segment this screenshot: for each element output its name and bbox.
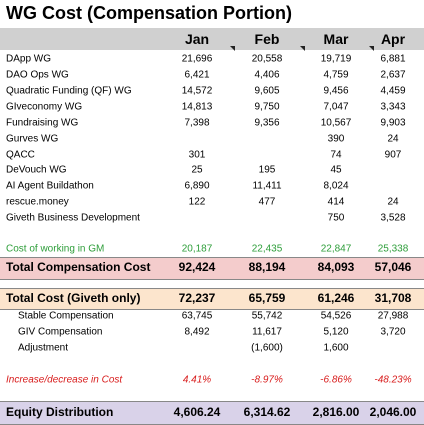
- cell-value: 14,572: [181, 85, 213, 97]
- cell-value: 65,759: [248, 291, 286, 305]
- cell-value: 22,435: [251, 243, 283, 255]
- cell-value: 4,459: [380, 85, 406, 97]
- cell-value: 2,637: [380, 69, 406, 81]
- total-comp-band: [0, 257, 424, 280]
- cell-value: 3,343: [380, 101, 406, 113]
- cell-value: 6,881: [380, 53, 406, 65]
- row-label: Adjustment: [18, 342, 69, 354]
- cell-value: 6,421: [184, 69, 210, 81]
- total-cost-band: [0, 288, 424, 310]
- cell-value: 477: [258, 196, 276, 208]
- row-label: DApp WG: [6, 53, 52, 65]
- cell-value: 3,528: [380, 212, 406, 224]
- cell-value: 22,847: [320, 243, 352, 255]
- cell-value: 4.41%: [182, 374, 212, 386]
- row-label: DeVouch WG: [6, 164, 67, 176]
- cell-value: 3,720: [380, 326, 406, 338]
- row-label: AI Agent Buildathon: [6, 180, 94, 192]
- cell-value: 74: [330, 149, 342, 161]
- row-label: rescue.money: [6, 196, 69, 208]
- row-label: Quadratic Funding (QF) WG: [6, 85, 132, 97]
- row-label: GIveconomy WG: [6, 101, 83, 113]
- cell-value: 24: [387, 133, 399, 145]
- cell-value: 9,903: [380, 117, 406, 129]
- cell-value: 750: [327, 212, 345, 224]
- cell-value: -6.86%: [320, 374, 352, 386]
- row-label: Total Compensation Cost: [6, 260, 151, 274]
- comment-marker: [230, 46, 235, 51]
- cell-value: 8,024: [323, 180, 349, 192]
- cell-value: 11,411: [252, 180, 282, 192]
- cell-value: 4,406: [254, 69, 280, 81]
- cell-value: 45: [330, 164, 342, 176]
- cell-value: 301: [188, 149, 206, 161]
- cell-value: 7,047: [323, 101, 349, 113]
- row-label: QACC: [6, 149, 35, 161]
- cell-value: 9,456: [323, 85, 349, 97]
- cell-value: 63,745: [181, 310, 213, 322]
- row-label: Stable Compensation: [18, 310, 114, 322]
- comment-marker: [300, 46, 305, 51]
- cell-value: 4,606.24: [173, 405, 221, 419]
- cell-value: (1,600): [251, 342, 283, 354]
- cell-value: 907: [384, 149, 402, 161]
- cell-value: 122: [188, 196, 206, 208]
- cell-value: 88,194: [248, 260, 286, 274]
- cell-value: 6,890: [184, 180, 210, 192]
- cell-value: 92,424: [178, 260, 216, 274]
- row-label: Gurves WG: [6, 133, 59, 145]
- cell-value: 55,742: [251, 310, 283, 322]
- cell-value: 6,314.62: [243, 405, 291, 419]
- cell-value: -8.97%: [251, 374, 283, 386]
- column-header: Apr: [380, 31, 406, 47]
- row-label: Cost of working in GM: [6, 243, 105, 255]
- cell-value: -48.23%: [374, 374, 412, 386]
- cell-value: 414: [327, 196, 345, 208]
- cell-value: 8,492: [184, 326, 210, 338]
- cell-value: 61,246: [317, 291, 355, 305]
- cell-value: 5,120: [323, 326, 349, 338]
- cell-value: 9,605: [254, 85, 280, 97]
- cell-value: 10,567: [320, 117, 352, 129]
- cell-value: 25,338: [377, 243, 409, 255]
- cell-value: 72,237: [178, 291, 216, 305]
- cell-value: 84,093: [317, 260, 355, 274]
- cell-value: 24: [387, 196, 399, 208]
- cell-value: 7,398: [184, 117, 210, 129]
- cell-value: 27,988: [377, 310, 409, 322]
- cell-value: 31,708: [374, 291, 412, 305]
- cell-value: 57,046: [374, 260, 412, 274]
- cell-value: 19,719: [320, 53, 352, 65]
- row-label: Total Cost (Giveth only): [6, 291, 141, 305]
- header-band: [0, 28, 424, 50]
- cell-value: 195: [258, 164, 276, 176]
- cell-value: 21,696: [181, 53, 213, 65]
- column-header: Feb: [254, 31, 280, 47]
- cell-value: 4,759: [323, 69, 349, 81]
- cell-value: 11,617: [252, 326, 282, 338]
- column-header: Mar: [323, 31, 349, 47]
- column-header: Jan: [184, 31, 210, 47]
- sheet-title: WG Cost (Compensation Portion): [6, 3, 292, 23]
- comment-marker: [369, 46, 374, 51]
- cell-value: 25: [191, 164, 203, 176]
- row-label: Giveth Business Development: [6, 212, 140, 224]
- row-label: DAO Ops WG: [6, 69, 69, 81]
- cell-value: 54,526: [320, 310, 352, 322]
- cell-value: 2,046.00: [369, 405, 417, 419]
- cell-value: 9,356: [254, 117, 280, 129]
- row-label: Equity Distribution: [6, 405, 114, 419]
- cell-value: 20,558: [251, 53, 283, 65]
- row-label: Fundraising WG: [6, 117, 79, 129]
- row-label: GIV Compensation: [18, 326, 103, 338]
- cell-value: 20,187: [181, 243, 213, 255]
- cell-value: 14,813: [181, 101, 213, 113]
- row-label: Increase/decrease in Cost: [6, 374, 123, 386]
- cell-value: 390: [327, 133, 345, 145]
- cell-value: 1,600: [323, 342, 349, 354]
- cell-value: 9,750: [254, 101, 280, 113]
- cell-value: 2,816.00: [312, 405, 360, 419]
